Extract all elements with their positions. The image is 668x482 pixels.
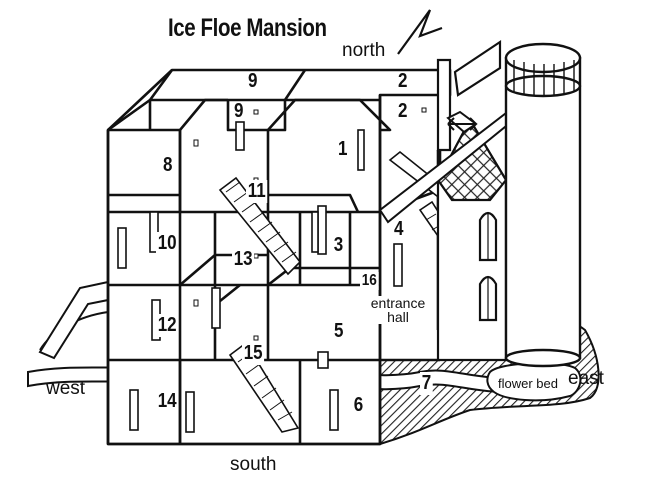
- annex-tower: [436, 117, 508, 362]
- room-9-lower: 9: [234, 100, 244, 122]
- room-2-lower: 2: [398, 100, 408, 122]
- direction-east: east: [568, 368, 604, 389]
- room-9-upper: 9: [248, 70, 258, 92]
- entrance-hall-label: entrance hall: [366, 296, 430, 324]
- switch-markers: [193, 107, 427, 341]
- room-16: 16: [360, 272, 379, 290]
- double-arrow-icon: [447, 117, 477, 131]
- diagram-title: Ice Floe Mansion: [168, 14, 327, 42]
- direction-north: north: [342, 40, 386, 61]
- doors: [117, 121, 403, 433]
- room-1: 1: [338, 138, 348, 160]
- room-11: 11: [246, 180, 268, 203]
- room-2-upper: 2: [398, 70, 408, 92]
- room-3: 3: [332, 234, 345, 257]
- room-14: 14: [156, 390, 179, 413]
- room-13: 13: [232, 248, 255, 271]
- room-4: 4: [394, 218, 404, 240]
- direction-south: south: [230, 454, 277, 475]
- room-15: 15: [242, 342, 265, 365]
- room-6: 6: [352, 394, 365, 417]
- room-7: 7: [420, 372, 433, 395]
- room-10: 10: [156, 232, 179, 255]
- flower-bed-label: flower bed: [498, 376, 558, 391]
- north-arrow-icon: [397, 9, 443, 55]
- room-8: 8: [163, 154, 173, 176]
- room-12: 12: [156, 314, 179, 337]
- chimneys: [436, 39, 502, 152]
- room-5: 5: [334, 320, 344, 342]
- silo-tower: [504, 42, 582, 368]
- direction-west: west: [46, 378, 86, 399]
